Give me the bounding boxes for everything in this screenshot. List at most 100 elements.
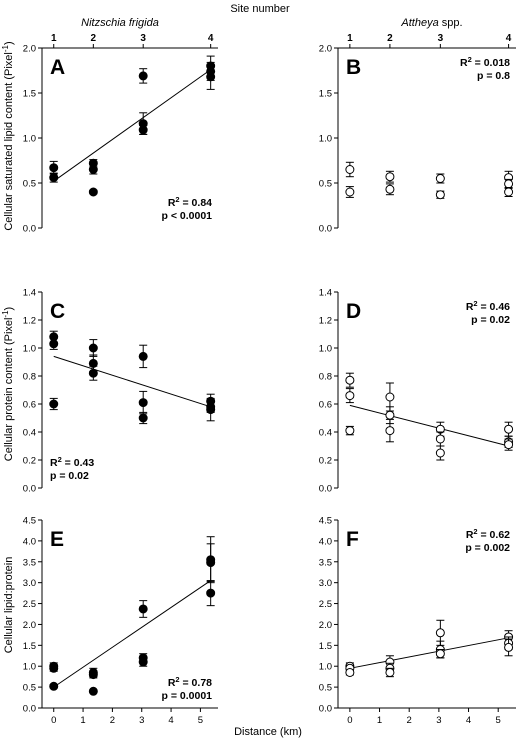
data-point xyxy=(435,649,445,659)
data-point xyxy=(88,670,98,680)
data-point xyxy=(385,392,395,402)
svg-text:Cellular saturated lipid conte: Cellular saturated lipid content (Pixel-… xyxy=(1,41,15,230)
y-tick-label: 0.5 xyxy=(319,179,332,190)
p-value-label: p = 0.02 xyxy=(471,314,510,326)
regression-line xyxy=(53,355,211,408)
x-tick-label: 1 xyxy=(377,715,382,726)
y-axis-title-row-2: Cellular protein content (Pixel-1) xyxy=(1,307,15,461)
x-tick-label: 4 xyxy=(466,715,471,726)
data-point xyxy=(435,174,445,183)
y-tick-label: 4.0 xyxy=(319,536,332,547)
y-tick-label: 1.2 xyxy=(23,316,36,327)
y-tick-label: 0.6 xyxy=(319,400,332,411)
data-point xyxy=(49,339,59,349)
panel-letter: F xyxy=(346,528,359,551)
data-point xyxy=(206,588,216,598)
p-value-label: p = 0.8 xyxy=(477,70,510,82)
y-axis-title-row-3: Cellular lipid:protein xyxy=(3,557,15,654)
y-tick-label: 1.4 xyxy=(23,288,36,299)
p-value-label: p = 0.02 xyxy=(50,470,89,482)
y-tick-label: 4.5 xyxy=(319,516,332,527)
y-tick-label: 1.5 xyxy=(319,641,332,652)
y-tick-label: 2.5 xyxy=(23,599,36,610)
data-point xyxy=(345,667,355,677)
y-tick-label: 3.0 xyxy=(319,578,332,589)
regression-line xyxy=(349,637,509,669)
r-squared-label: R2 = 0.78 xyxy=(168,675,212,689)
data-point xyxy=(345,391,355,401)
y-tick-label: 0.2 xyxy=(23,456,36,467)
r-squared-label: R2 = 0.43 xyxy=(50,455,94,469)
site-tick-label: 1 xyxy=(51,33,57,44)
site-tick-label: 4 xyxy=(208,33,214,44)
data-point xyxy=(138,413,148,423)
y-tick-label: 1.5 xyxy=(23,641,36,652)
data-point xyxy=(385,172,395,182)
x-tick-label: 0 xyxy=(51,715,56,726)
site-number-label: Site number xyxy=(230,3,290,15)
regression-line xyxy=(53,580,211,688)
panel-e: 0.0 0.5 1.0 1.5 2.0 2.5 3.0 3.5 4.0 4.5 0 1 2 3 4 5 E R2 … xyxy=(23,516,218,726)
site-tick-label: 3 xyxy=(438,33,444,44)
data-point xyxy=(504,179,514,189)
y-tick-label: 2.5 xyxy=(319,599,332,610)
y-tick-label: 0.0 xyxy=(319,484,332,495)
distance-axis-label: Distance (km) xyxy=(234,726,302,738)
data-point xyxy=(206,405,216,415)
site-tick-label: 4 xyxy=(506,33,512,44)
data-point xyxy=(138,657,148,667)
y-tick-label: 0.4 xyxy=(23,428,36,439)
y-tick-label: 0.5 xyxy=(23,683,36,694)
data-point xyxy=(88,368,98,378)
data-point xyxy=(385,184,395,194)
y-tick-label: 1.4 xyxy=(319,288,332,299)
data-point xyxy=(138,125,148,135)
site-tick-label: 1 xyxy=(347,33,353,44)
p-value-label: p = 0.0001 xyxy=(162,690,213,702)
column-title-left: Nitzschia frigida xyxy=(81,17,159,29)
x-tick-label: 3 xyxy=(139,715,144,726)
r-squared-label: R2 = 0.84 xyxy=(168,195,212,209)
data-point xyxy=(206,558,216,568)
y-tick-label: 3.5 xyxy=(319,557,332,568)
x-tick-label: 2 xyxy=(407,715,412,726)
panel-f: 0.0 0.5 1.0 1.5 2.0 2.5 3.0 3.5 4.0 4.5 0 1 2 3 4 5 F R2 … xyxy=(319,516,516,726)
panel-letter: A xyxy=(50,56,65,79)
y-tick-label: 0.0 xyxy=(23,704,36,715)
x-tick-label: 3 xyxy=(436,715,441,726)
y-tick-label: 4.5 xyxy=(23,516,36,527)
y-tick-label: 4.0 xyxy=(23,536,36,547)
y-tick-label: 1.0 xyxy=(319,662,332,673)
y-tick-label: 0.0 xyxy=(319,704,332,715)
data-point xyxy=(138,71,148,81)
data-point xyxy=(435,190,445,200)
r-squared-label: R2 = 0.62 xyxy=(466,527,510,541)
regression-line xyxy=(53,69,211,182)
x-tick-label: 2 xyxy=(110,715,115,726)
data-point xyxy=(385,410,395,420)
data-point xyxy=(435,448,445,458)
y-tick-label: 0.5 xyxy=(23,179,36,190)
data-point xyxy=(345,187,355,197)
y-tick-label: 0.0 xyxy=(23,484,36,495)
site-tick-label: 2 xyxy=(91,33,97,44)
regression-line xyxy=(349,404,509,447)
panel-c: 0.0 0.2 0.4 0.6 0.8 1.0 1.2 1.4 C R2 = 0.43p = 0.… xyxy=(23,288,216,495)
panel-letter: B xyxy=(346,56,361,79)
p-value-label: p = 0.002 xyxy=(465,542,510,554)
panel-a: 0.0 0.5 1.0 1.5 2.0 1 2 3 4 A R2 = 0.84p < 0.0001 xyxy=(23,33,218,235)
data-point xyxy=(138,351,148,361)
data-point xyxy=(49,163,59,173)
y-tick-label: 1.0 xyxy=(319,344,332,355)
svg-text:Cellular lipid:protein: Cellular lipid:protein xyxy=(3,557,15,654)
panel-d: 0.0 0.2 0.4 0.6 0.8 1.0 1.2 1.4 D R2 = 0.46p = 0.… xyxy=(319,288,514,495)
panel-letter: E xyxy=(50,528,64,551)
y-tick-label: 2.0 xyxy=(23,620,36,631)
r-squared-label: R2 = 0.018 xyxy=(460,55,510,69)
data-point xyxy=(504,424,514,434)
panel-letter: C xyxy=(50,300,65,323)
data-point xyxy=(88,686,98,696)
data-point xyxy=(345,165,355,174)
y-tick-label: 2.0 xyxy=(319,620,332,631)
